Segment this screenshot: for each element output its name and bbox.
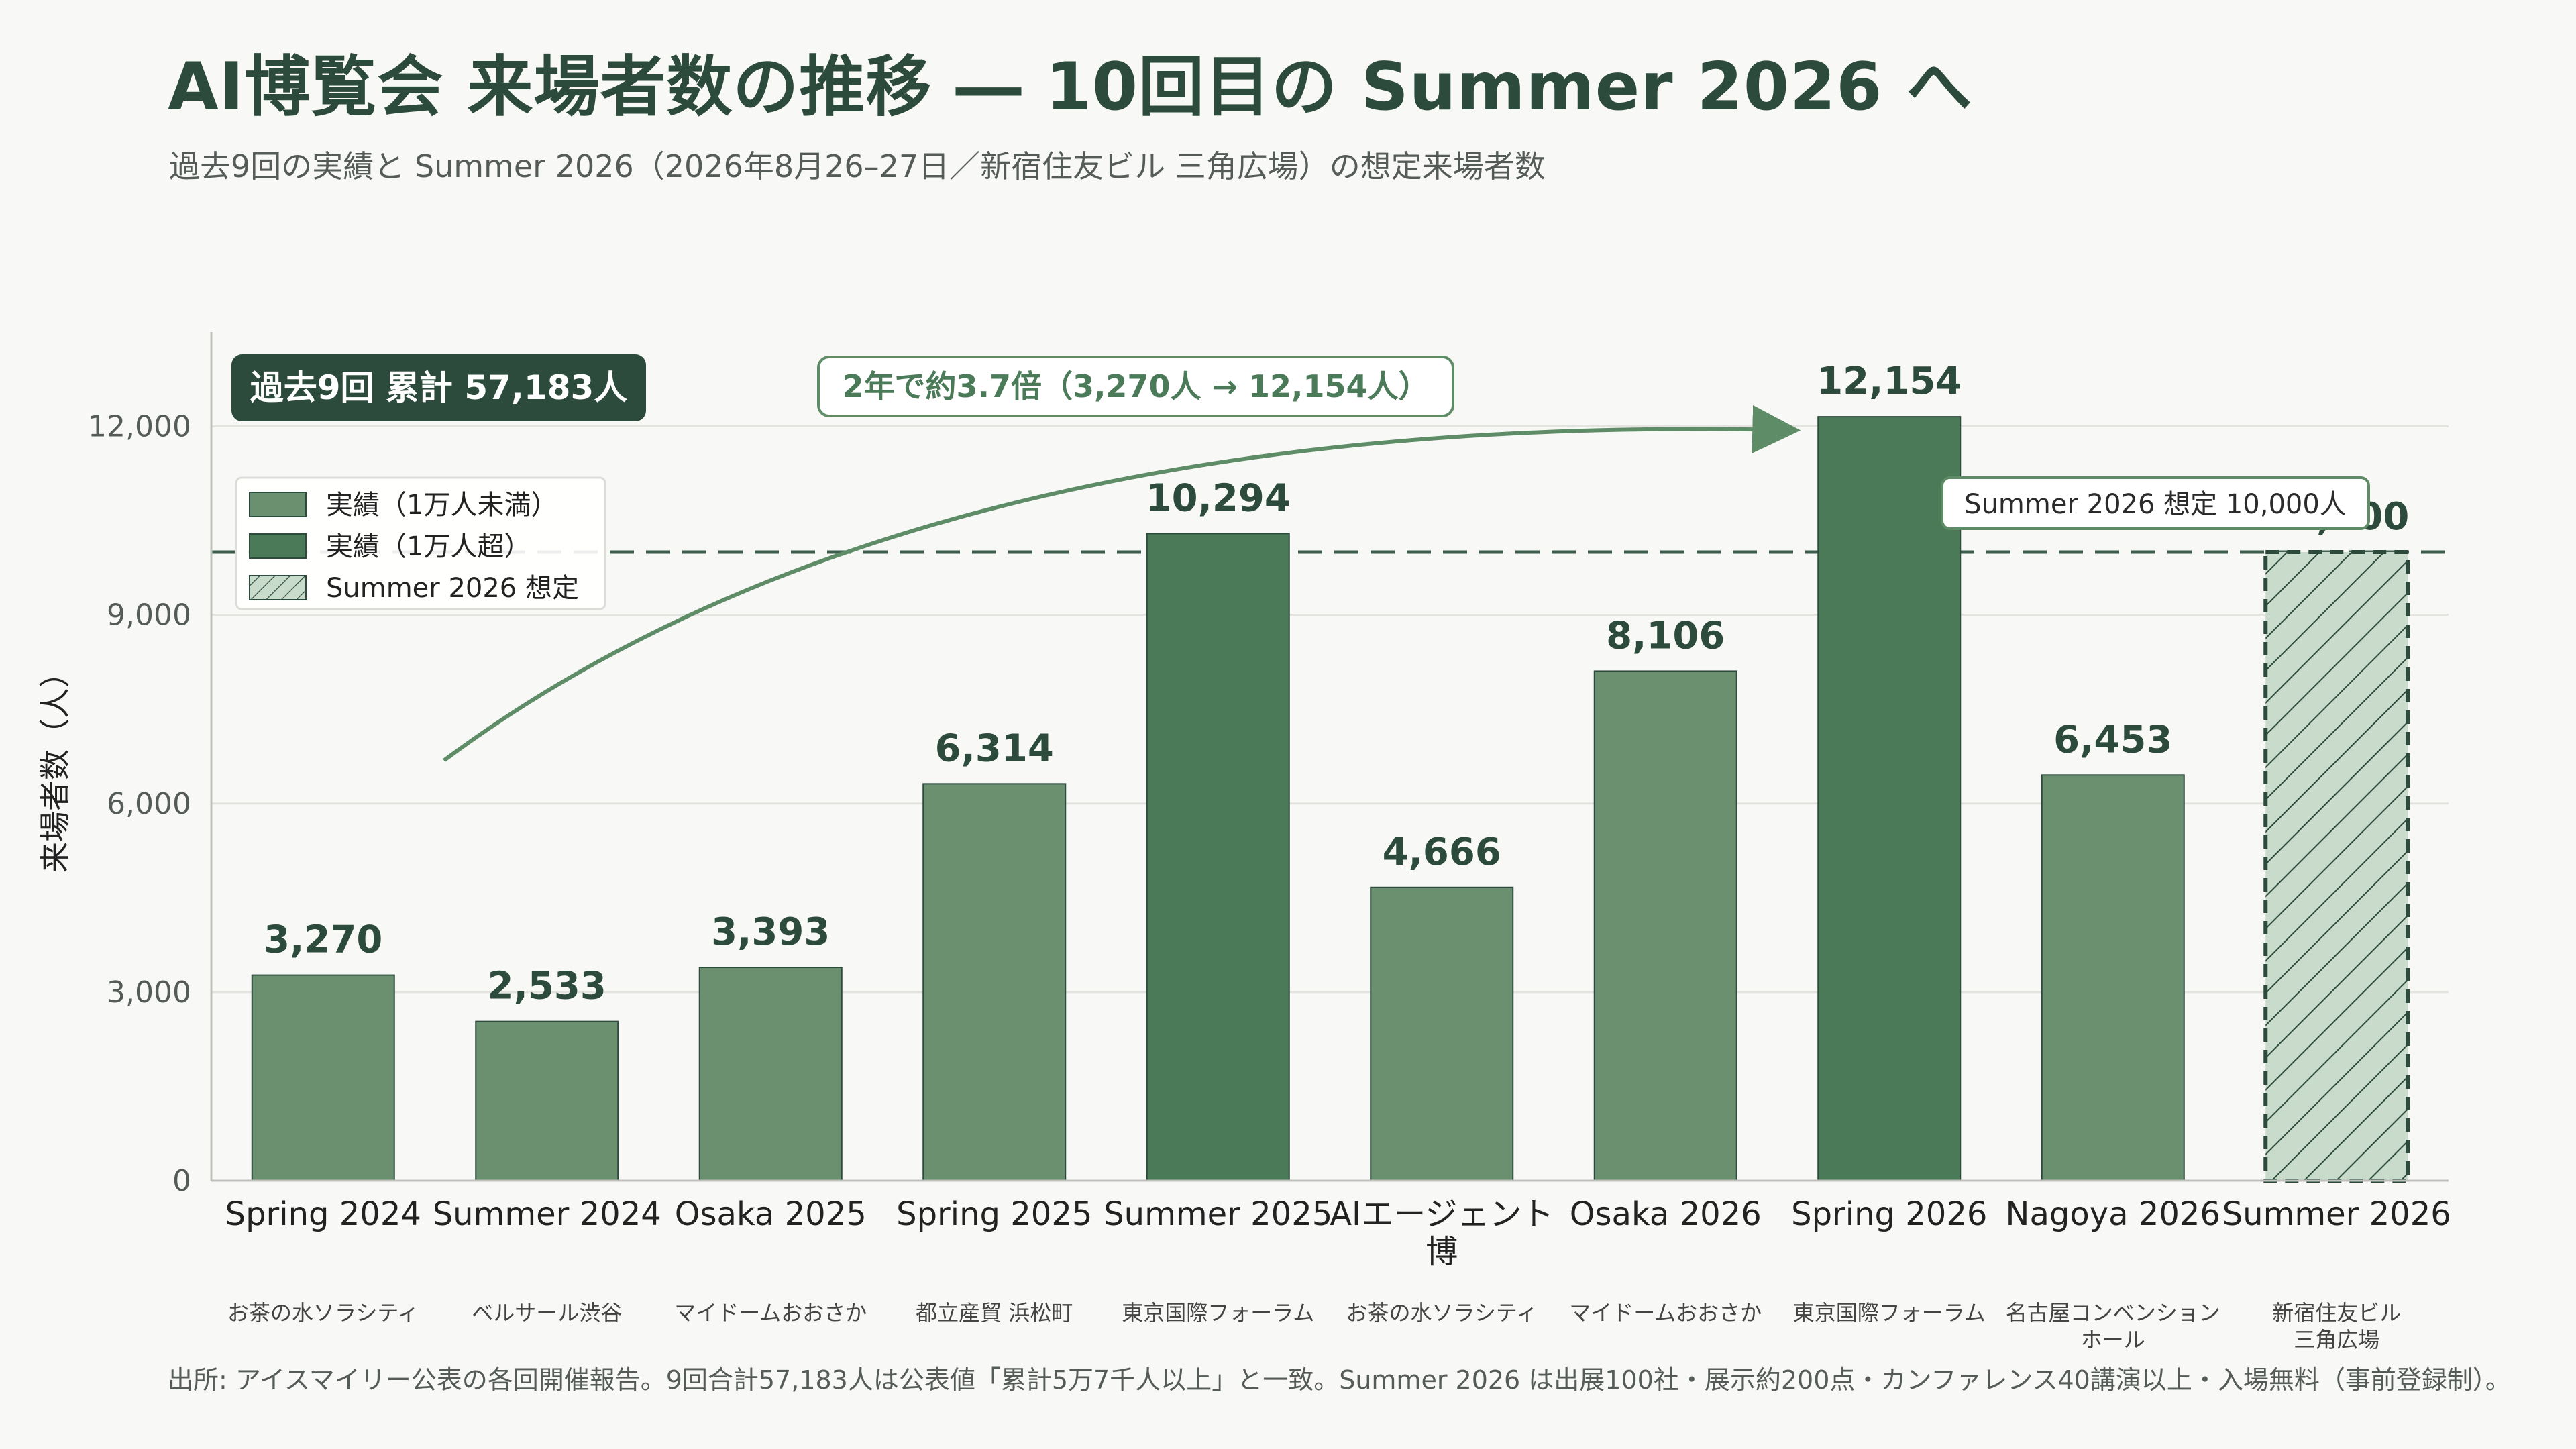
legend-label: 実績（1万人未満） [326, 490, 557, 521]
bar-10 [2263, 549, 2410, 1183]
page-title: AI博覧会 来場者数の推移 ― 10回目の Summer 2026 へ [168, 49, 1973, 125]
venue-label: マイドームおおさか [674, 1300, 867, 1326]
legend-swatch [249, 575, 307, 600]
venue-label: お茶の水ソラシティ [1346, 1300, 1538, 1326]
venue-label: 都立産貿 浜松町 [916, 1300, 1073, 1326]
y-tick-label: 0 [172, 1164, 191, 1198]
venue-label: 三角広場 [2294, 1327, 2379, 1352]
y-tick-label: 12,000 [88, 410, 191, 444]
venue-label: 東京国際フォーラム [1793, 1300, 1986, 1326]
x-category-label: Summer 2025 [1104, 1195, 1332, 1233]
source-note: 出所: アイスマイリー公表の各回開催報告。9回合計57,183人は公表値「累計5… [168, 1365, 2511, 1395]
legend-swatch [249, 533, 307, 559]
bar-5 [1146, 533, 1290, 1181]
bar-6 [1370, 886, 1514, 1182]
y-tick-label: 9,000 [107, 598, 191, 633]
bar-2 [475, 1020, 619, 1182]
bar-3 [698, 967, 843, 1182]
legend [235, 476, 606, 610]
x-category-label: Summer 2026 [2222, 1195, 2451, 1233]
bar-value-label: 2,533 [488, 965, 606, 1008]
y-axis-label: 来場者数（人） [37, 657, 73, 873]
bar-value-label: 12,154 [1817, 360, 1962, 403]
bar-value-label: 6,314 [935, 727, 1054, 770]
growth-annotation-box [817, 356, 1454, 417]
x-category-label: Nagoya 2026 [2006, 1195, 2220, 1233]
bar-9 [2041, 774, 2185, 1181]
page-subtitle: 過去9回の実績と Summer 2026（2026年8月26–27日／新宿住友ビ… [169, 148, 1546, 184]
venue-label: お茶の水ソラシティ [227, 1300, 419, 1326]
bar-7 [1593, 670, 1737, 1181]
bar-value-label: 3,270 [264, 918, 382, 962]
x-category-label: Osaka 2026 [1570, 1195, 1762, 1233]
x-category-label: 博 [1426, 1233, 1458, 1271]
x-category-label: Summer 2024 [433, 1195, 661, 1233]
bar-value-label: 8,106 [1606, 614, 1725, 657]
x-category-label: Spring 2025 [896, 1195, 1092, 1233]
bar-1 [251, 974, 395, 1181]
y-tick-label: 3,000 [107, 975, 191, 1010]
growth-arrow [442, 405, 1801, 762]
growth-annotation-text: 2年で約3.7倍（3,270人 → 12,154人） [842, 368, 1429, 405]
venue-label: マイドームおおさか [1569, 1300, 1762, 1326]
reference-label-box [1941, 476, 2370, 530]
legend-swatch [249, 492, 307, 517]
bar-value-label: 10,294 [1146, 476, 1291, 520]
bar-8 [1817, 416, 1962, 1181]
total-badge [231, 354, 646, 421]
legend-label: Summer 2026 想定 [326, 573, 579, 604]
bar-4 [922, 783, 1067, 1182]
venue-label: 新宿住友ビル [2272, 1300, 2401, 1326]
bar-value-label: 3,393 [711, 910, 830, 954]
venue-label: ホール [2081, 1327, 2145, 1352]
total-badge-text: 過去9回 累計 57,183人 [250, 368, 628, 407]
x-category-label: Osaka 2025 [675, 1195, 867, 1233]
x-category-label: Spring 2024 [225, 1195, 421, 1233]
venue-label: 東京国際フォーラム [1122, 1300, 1314, 1326]
venue-label: 名古屋コンベンション [2006, 1300, 2220, 1326]
y-tick-label: 6,000 [107, 787, 191, 821]
x-category-label: Spring 2026 [1791, 1195, 1987, 1233]
bar-value-label: 6,453 [2053, 718, 2172, 761]
legend-label: 実績（1万人超） [326, 531, 531, 562]
bar-value-label: 4,666 [1383, 830, 1501, 874]
reference-label-text: Summer 2026 想定 10,000人 [1964, 489, 2347, 520]
x-category-label: AIエージェント [1330, 1195, 1554, 1233]
venue-label: ベルサール渋谷 [472, 1300, 622, 1326]
